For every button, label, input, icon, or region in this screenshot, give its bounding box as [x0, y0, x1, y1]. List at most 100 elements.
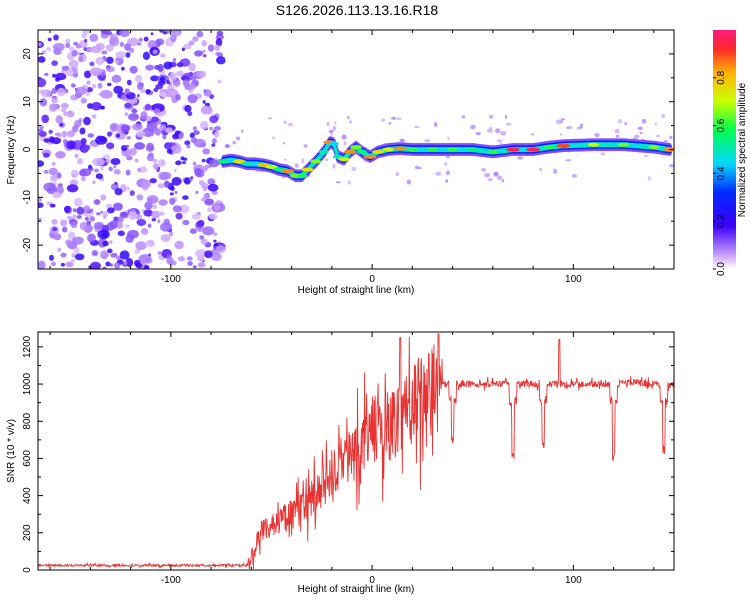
noise-blob: [128, 113, 139, 121]
noise-blob: [79, 127, 86, 135]
noise-blob: [89, 61, 95, 67]
noise-blob: [214, 44, 221, 51]
noise-blob: [70, 221, 78, 229]
noise-blob: [134, 142, 146, 150]
noise-blob: [138, 254, 151, 263]
noise-blob: [99, 210, 104, 214]
noise-blob: [179, 204, 190, 214]
noise-blob: [211, 138, 217, 144]
noise-blob: [51, 161, 56, 166]
noise-blob: [489, 114, 494, 119]
ridge-peak: [356, 149, 368, 154]
noise-blob: [65, 38, 71, 45]
noise-blob: [73, 246, 80, 255]
noise-blob: [43, 138, 50, 143]
noise-blob: [146, 195, 159, 204]
noise-blob: [41, 114, 49, 124]
ridge-peak: [407, 147, 418, 152]
noise-blob: [92, 251, 97, 255]
noise-blob: [200, 197, 206, 202]
noise-blob: [92, 180, 96, 184]
noise-blob: [44, 72, 49, 77]
noise-blob: [202, 226, 215, 236]
noise-blob: [187, 261, 193, 266]
noise-blob: [176, 62, 184, 68]
noise-blob: [113, 165, 117, 169]
noise-blob: [146, 154, 154, 162]
noise-blob: [203, 54, 207, 58]
noise-blob: [160, 171, 172, 180]
noise-blob: [204, 164, 209, 170]
noise-blob: [600, 152, 606, 156]
noise-blob: [74, 253, 85, 261]
noise-blob: [80, 138, 87, 145]
noise-blob: [174, 31, 181, 37]
noise-blob: [140, 89, 146, 93]
y-tick-label: 0: [22, 146, 33, 152]
spectrogram-ridge: [218, 136, 674, 183]
noise-blob: [157, 183, 165, 189]
noise-blob: [124, 88, 130, 95]
noise-blob: [182, 195, 189, 200]
ridge-peak: [372, 149, 385, 154]
noise-blob: [50, 174, 58, 182]
ridge-peak: [648, 145, 660, 150]
spectrogram-x-axis: -100 0 100: [49, 30, 655, 285]
noise-blob: [151, 218, 156, 222]
noise-blob: [140, 111, 148, 120]
noise-blob: [102, 266, 107, 269]
noise-blob: [76, 206, 85, 215]
noise-blob: [150, 75, 160, 82]
noise-blob: [142, 51, 150, 60]
noise-blob: [41, 89, 52, 98]
noise-blob: [139, 82, 144, 87]
noise-blob: [54, 132, 61, 137]
noise-blob: [435, 171, 442, 176]
noise-blob: [493, 171, 499, 177]
noise-blob: [55, 72, 67, 81]
noise-blob: [445, 179, 449, 183]
noise-blob: [208, 213, 218, 220]
noise-blob: [164, 180, 170, 188]
noise-blob: [207, 178, 216, 186]
noise-blob: [334, 121, 337, 125]
noise-blob: [43, 152, 50, 158]
noise-blob: [52, 227, 58, 232]
colorbar-tick-label: 0.4: [716, 166, 727, 180]
noise-blob: [301, 158, 304, 164]
ridge-peak: [338, 157, 350, 162]
noise-blob: [494, 128, 501, 134]
noise-blob: [114, 181, 118, 185]
spectrogram-x-label: Height of straight line (km): [298, 285, 415, 296]
noise-blob: [49, 254, 54, 261]
noise-blob: [75, 44, 82, 49]
noise-blob: [144, 103, 151, 111]
noise-blob: [82, 205, 91, 214]
noise-blob: [388, 122, 392, 125]
noise-blob: [113, 169, 121, 175]
noise-blob: [134, 248, 140, 254]
noise-blob: [100, 30, 111, 34]
noise-blob: [38, 260, 46, 269]
noise-blob: [328, 129, 334, 134]
y-tick-label: 1000: [22, 373, 33, 396]
noise-blob: [47, 37, 52, 42]
noise-blob: [165, 88, 179, 98]
noise-blob: [217, 79, 223, 84]
noise-blob: [172, 133, 179, 140]
noise-blob: [214, 125, 221, 131]
noise-blob: [555, 119, 562, 125]
noise-blob: [200, 72, 207, 78]
ridge-peak: [363, 154, 377, 159]
noise-blob: [114, 262, 121, 269]
noise-blob: [332, 125, 337, 131]
noise-blob: [475, 131, 481, 134]
y-tick-label: -10: [22, 190, 33, 205]
noise-blob: [184, 104, 192, 113]
noise-blob: [539, 167, 542, 171]
noise-blob: [461, 115, 466, 119]
noise-blob: [38, 42, 42, 47]
noise-blob: [201, 158, 206, 163]
noise-blob: [72, 214, 77, 219]
